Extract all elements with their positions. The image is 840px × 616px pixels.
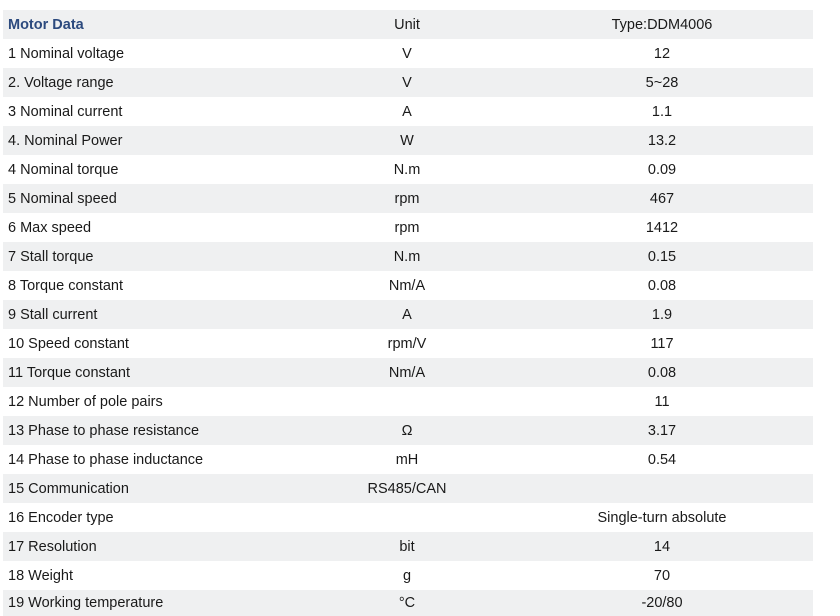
table-row: 10 Speed constant rpm/V 117 bbox=[3, 329, 813, 358]
table-row: 3 Nominal current A 1.1 bbox=[3, 97, 813, 126]
table-row: 2. Voltage range V 5~28 bbox=[3, 68, 813, 97]
row-value: 70 bbox=[653, 567, 671, 584]
table-row: 14 Phase to phase inductance mH 0.54 bbox=[3, 445, 813, 474]
table-row: 11 Torque constant Nm/A 0.08 bbox=[3, 358, 813, 387]
row-param: 16 Encoder type bbox=[8, 509, 114, 526]
header-value: Type:DDM4006 bbox=[611, 16, 713, 33]
row-unit: W bbox=[400, 132, 414, 149]
row-param: 13 Phase to phase resistance bbox=[8, 422, 200, 439]
row-param: 11 Torque constant bbox=[8, 364, 130, 381]
row-param: 18 Weight bbox=[8, 567, 74, 584]
row-param: 2. Voltage range bbox=[8, 74, 114, 91]
table-row: 7 Stall torque N.m 0.15 bbox=[3, 242, 813, 271]
table-row: 17 Resolution bit 14 bbox=[3, 532, 813, 561]
row-param: 15 Communication bbox=[8, 480, 129, 497]
motor-data-table: Motor Data Unit Type:DDM4006 1 Nominal v… bbox=[3, 10, 813, 616]
row-unit: Nm/A bbox=[388, 277, 426, 294]
row-param: 8 Torque constant bbox=[8, 277, 124, 294]
header-unit: Unit bbox=[394, 16, 420, 33]
table-row: 4. Nominal Power W 13.2 bbox=[3, 126, 813, 155]
row-unit: rpm bbox=[394, 219, 420, 236]
row-param: 19 Working temperature bbox=[8, 595, 164, 611]
row-param: 6 Max speed bbox=[8, 219, 92, 236]
row-unit: N.m bbox=[393, 248, 421, 265]
row-value: 0.09 bbox=[647, 161, 677, 178]
row-param: 5 Nominal speed bbox=[8, 190, 117, 207]
table-row: 18 Weight g 70 bbox=[3, 561, 813, 590]
row-value: 13.2 bbox=[647, 132, 677, 149]
row-param: 3 Nominal current bbox=[8, 103, 123, 120]
row-param: 7 Stall torque bbox=[8, 248, 94, 265]
row-unit: V bbox=[402, 74, 412, 91]
row-param: 10 Speed constant bbox=[8, 335, 129, 352]
row-unit: °C bbox=[398, 595, 416, 611]
row-value: 117 bbox=[650, 335, 674, 352]
row-value: Single-turn absolute bbox=[597, 509, 727, 526]
row-unit: rpm/V bbox=[387, 335, 427, 352]
row-value: 0.08 bbox=[647, 277, 677, 294]
row-value: 14 bbox=[653, 538, 671, 555]
table-row: 19 Working temperature °C -20/80 bbox=[3, 590, 813, 616]
row-value: 0.08 bbox=[647, 364, 677, 381]
row-value: -20/80 bbox=[641, 595, 683, 611]
row-unit: Ω bbox=[401, 422, 413, 439]
row-param: 9 Stall current bbox=[8, 306, 98, 323]
table-row: 1 Nominal voltage V 12 bbox=[3, 39, 813, 68]
row-unit: A bbox=[402, 306, 412, 323]
row-value: 467 bbox=[649, 190, 675, 207]
row-value: 1.1 bbox=[651, 103, 673, 120]
row-param: 4. Nominal Power bbox=[8, 132, 123, 149]
header-param: Motor Data bbox=[8, 16, 84, 33]
table-row: 12 Number of pole pairs 11 bbox=[3, 387, 813, 416]
row-unit: Nm/A bbox=[388, 364, 426, 381]
row-param: 17 Resolution bbox=[8, 538, 97, 555]
row-unit: bit bbox=[399, 538, 415, 555]
table-row: 15 Communication RS485/CAN bbox=[3, 474, 813, 503]
table-row: 16 Encoder type Single-turn absolute bbox=[3, 503, 813, 532]
row-unit: rpm bbox=[394, 190, 420, 207]
row-value: 5~28 bbox=[645, 74, 679, 91]
row-value: 0.54 bbox=[647, 451, 677, 468]
row-unit: RS485/CAN bbox=[367, 480, 447, 497]
row-unit: N.m bbox=[393, 161, 421, 178]
table-row: 5 Nominal speed rpm 467 bbox=[3, 184, 813, 213]
row-param: 12 Number of pole pairs bbox=[8, 393, 163, 410]
table-body: 1 Nominal voltage V 12 2. Voltage range V 5~2… bbox=[3, 39, 813, 616]
row-param: 4 Nominal torque bbox=[8, 161, 119, 178]
table-row: 6 Max speed rpm 1412 bbox=[3, 213, 813, 242]
row-unit: mH bbox=[395, 451, 419, 468]
row-value: 0.15 bbox=[647, 248, 677, 265]
row-value: 1412 bbox=[645, 219, 679, 236]
row-unit: g bbox=[402, 567, 412, 584]
row-unit: V bbox=[402, 45, 412, 62]
table-header-row: Motor Data Unit Type:DDM4006 bbox=[3, 10, 813, 39]
table-row: 8 Torque constant Nm/A 0.08 bbox=[3, 271, 813, 300]
row-value: 11 bbox=[654, 393, 670, 410]
row-param: 1 Nominal voltage bbox=[8, 45, 125, 62]
table-row: 13 Phase to phase resistance Ω 3.17 bbox=[3, 416, 813, 445]
row-unit: A bbox=[402, 103, 412, 120]
table-row: 9 Stall current A 1.9 bbox=[3, 300, 813, 329]
row-param: 14 Phase to phase inductance bbox=[8, 451, 204, 468]
table-row: 4 Nominal torque N.m 0.09 bbox=[3, 155, 813, 184]
row-value: 12 bbox=[653, 45, 671, 62]
row-value: 3.17 bbox=[647, 422, 677, 439]
row-value: 1.9 bbox=[651, 306, 673, 323]
